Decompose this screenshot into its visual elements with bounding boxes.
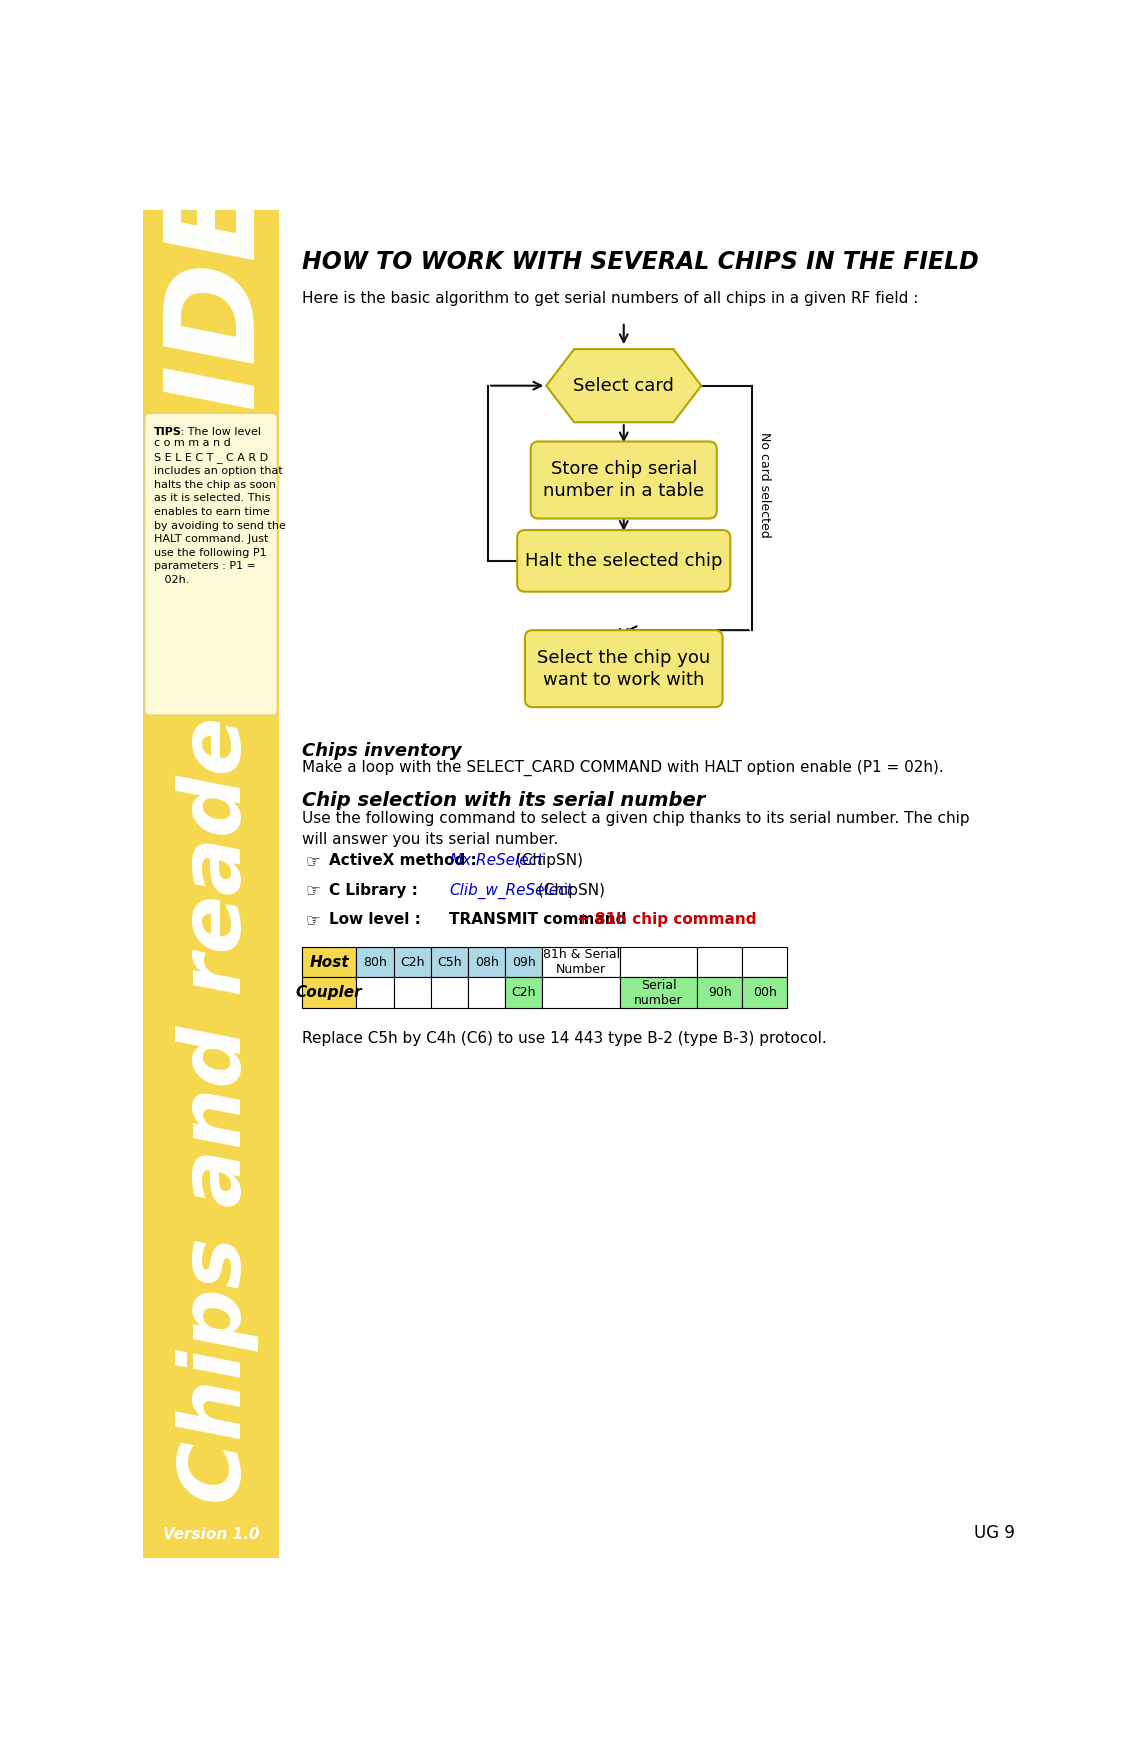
- FancyBboxPatch shape: [517, 531, 730, 592]
- Text: 80h: 80h: [363, 956, 387, 968]
- Text: Version 1.0: Version 1.0: [163, 1527, 259, 1543]
- Text: Here is the basic algorithm to get serial numbers of all chips in a given RF fie: Here is the basic algorithm to get seria…: [303, 291, 918, 306]
- FancyBboxPatch shape: [698, 977, 743, 1009]
- FancyBboxPatch shape: [542, 947, 620, 977]
- Text: C2h: C2h: [400, 956, 424, 968]
- FancyBboxPatch shape: [620, 947, 698, 977]
- Text: c o m m a n d
S E L E C T _ C A R D
includes an option that
halts the chip as so: c o m m a n d S E L E C T _ C A R D incl…: [154, 438, 286, 585]
- FancyBboxPatch shape: [698, 947, 743, 977]
- Text: No card selected: No card selected: [758, 432, 771, 538]
- FancyBboxPatch shape: [393, 977, 431, 1009]
- Text: 00h: 00h: [753, 986, 777, 1000]
- FancyBboxPatch shape: [356, 977, 393, 1009]
- Text: Low level :: Low level :: [329, 912, 426, 926]
- Text: IDE: IDE: [157, 173, 278, 408]
- Text: 90h: 90h: [708, 986, 732, 1000]
- Text: Coupler: Coupler: [296, 986, 362, 1000]
- FancyBboxPatch shape: [468, 947, 505, 977]
- Text: 81h & Serial
Number: 81h & Serial Number: [542, 947, 620, 975]
- Text: 09h: 09h: [512, 956, 535, 968]
- Text: Select the chip you
want to work with: Select the chip you want to work with: [537, 648, 711, 688]
- FancyBboxPatch shape: [356, 947, 393, 977]
- Text: Replace C5h by C4h (C6) to use 14 443 type B-2 (type B-3) protocol.: Replace C5h by C4h (C6) to use 14 443 ty…: [303, 1031, 827, 1047]
- FancyBboxPatch shape: [525, 630, 723, 707]
- Text: Host: Host: [309, 954, 350, 970]
- Text: Serial
number: Serial number: [635, 979, 683, 1007]
- Text: HOW TO WORK WITH SEVERAL CHIPS IN THE FIELD: HOW TO WORK WITH SEVERAL CHIPS IN THE FI…: [303, 250, 979, 275]
- FancyBboxPatch shape: [505, 977, 542, 1009]
- FancyBboxPatch shape: [431, 947, 468, 977]
- Text: Chips and readers- U: Chips and readers- U: [176, 487, 259, 1504]
- FancyBboxPatch shape: [144, 413, 277, 714]
- FancyBboxPatch shape: [743, 947, 787, 977]
- FancyBboxPatch shape: [505, 947, 542, 977]
- FancyBboxPatch shape: [531, 441, 716, 518]
- Text: Chips inventory: Chips inventory: [303, 742, 462, 760]
- Text: Mx.ReSelect: Mx.ReSelect: [449, 853, 543, 868]
- FancyBboxPatch shape: [620, 977, 698, 1009]
- FancyBboxPatch shape: [542, 977, 620, 1009]
- Text: TIPS: TIPS: [154, 427, 182, 438]
- Text: Use the following command to select a given chip thanks to its serial number. Th: Use the following command to select a gi…: [303, 811, 970, 846]
- Text: (ChipSN): (ChipSN): [511, 853, 583, 868]
- Text: Select card: Select card: [573, 376, 674, 394]
- Text: ☞: ☞: [306, 883, 321, 900]
- Text: C5h: C5h: [437, 956, 462, 968]
- Text: Store chip serial
number in a table: Store chip serial number in a table: [543, 461, 705, 501]
- Text: + 81h chip command: + 81h chip command: [578, 912, 756, 926]
- FancyBboxPatch shape: [468, 977, 505, 1009]
- Text: Make a loop with the SELECT_CARD COMMAND with HALT option enable (P1 = 02h).: Make a loop with the SELECT_CARD COMMAND…: [303, 760, 944, 776]
- FancyBboxPatch shape: [143, 210, 278, 1558]
- Text: ☞: ☞: [306, 912, 321, 930]
- Text: : The low level: : The low level: [178, 427, 261, 438]
- Text: UG 9: UG 9: [974, 1523, 1015, 1543]
- Text: Halt the selected chip: Halt the selected chip: [525, 552, 722, 569]
- Text: (ChipSN): (ChipSN): [533, 883, 605, 898]
- Text: 08h: 08h: [474, 956, 499, 968]
- Text: TRANSMIT command: TRANSMIT command: [449, 912, 631, 926]
- Text: Chip selection with its serial number: Chip selection with its serial number: [303, 791, 706, 811]
- FancyBboxPatch shape: [303, 977, 356, 1009]
- FancyBboxPatch shape: [393, 947, 431, 977]
- Text: C Library :: C Library :: [329, 883, 423, 898]
- Text: Clib_w_ReSelect: Clib_w_ReSelect: [449, 883, 573, 898]
- Text: ☞: ☞: [306, 853, 321, 872]
- Polygon shape: [547, 348, 701, 422]
- Text: C2h: C2h: [511, 986, 536, 1000]
- FancyBboxPatch shape: [743, 977, 787, 1009]
- Text: ActiveX method :: ActiveX method :: [329, 853, 482, 868]
- FancyBboxPatch shape: [303, 947, 356, 977]
- FancyBboxPatch shape: [431, 977, 468, 1009]
